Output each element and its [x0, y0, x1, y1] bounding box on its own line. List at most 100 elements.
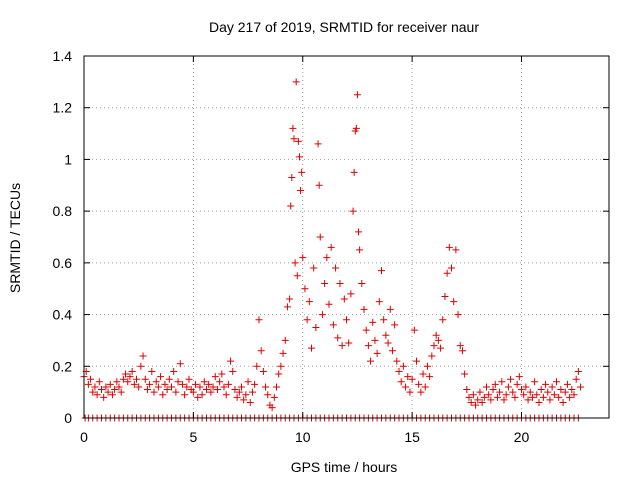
data-point [478, 398, 486, 406]
data-point [231, 386, 239, 394]
data-point [577, 383, 585, 391]
data-point [518, 386, 525, 394]
data-point [336, 280, 344, 288]
data-point [168, 383, 175, 391]
data-point [413, 357, 420, 365]
data-point [135, 383, 143, 391]
data-point [299, 254, 307, 262]
data-point [165, 375, 173, 383]
data-point [91, 383, 99, 391]
data-point [325, 300, 333, 308]
data-point [246, 398, 254, 406]
data-point [288, 174, 296, 182]
data-point [244, 378, 252, 386]
data-point [286, 295, 294, 303]
data-point [524, 396, 532, 404]
data-point [559, 398, 567, 406]
data-point [268, 404, 276, 412]
data-point [270, 393, 278, 401]
data-point [172, 388, 180, 396]
data-point [485, 391, 493, 399]
data-point [143, 386, 151, 394]
y-tick-label: 1.4 [53, 48, 73, 64]
data-point [570, 391, 578, 399]
data-point [189, 388, 197, 396]
data-point [553, 378, 560, 386]
data-point [483, 383, 490, 391]
data-point [439, 316, 447, 324]
data-point [139, 352, 147, 360]
data-point [104, 388, 112, 396]
data-point [323, 254, 331, 262]
data-point [566, 393, 574, 401]
data-point [465, 393, 473, 401]
data-point [224, 380, 232, 388]
data-point [546, 396, 554, 404]
data-point [360, 305, 368, 313]
data-point [367, 357, 375, 365]
data-point [498, 378, 506, 386]
data-point [152, 378, 160, 386]
data-point [391, 321, 399, 329]
data-point [157, 373, 165, 381]
data-point [461, 370, 469, 378]
data-point [557, 386, 565, 394]
data-point [318, 311, 326, 319]
data-point [312, 324, 320, 331]
data-point [102, 383, 110, 391]
data-point [539, 393, 547, 401]
data-point [515, 373, 523, 381]
data-point [95, 378, 103, 386]
data-point [287, 202, 295, 210]
data-point [253, 362, 261, 370]
data-point [454, 311, 462, 319]
data-point [93, 391, 101, 399]
data-point [257, 347, 265, 355]
data-point [305, 298, 313, 306]
data-point [229, 367, 237, 375]
data-point [146, 380, 154, 388]
data-point [432, 331, 440, 339]
y-axis-label: SRMTID / TECUs [7, 183, 23, 293]
data-point [393, 357, 401, 365]
data-point [378, 267, 385, 275]
data-point [572, 375, 580, 383]
data-point [108, 391, 116, 399]
data-point [472, 401, 480, 409]
y-tick-labels: 0 0.2 0.4 0.6 0.8 1 1.2 1.4 [53, 48, 73, 426]
data-point [329, 321, 337, 329]
data-point [181, 391, 189, 399]
data-point [289, 124, 297, 132]
data-point [500, 396, 508, 404]
data-point [154, 383, 162, 391]
data-point [406, 388, 414, 396]
y-tick-label: 0.8 [53, 203, 73, 219]
data-point [262, 383, 270, 391]
data-point [428, 352, 436, 360]
data-point [456, 342, 464, 350]
data-point [533, 391, 541, 399]
data-point [373, 349, 381, 357]
data-point [476, 388, 484, 396]
x-tick-labels: 0 5 10 15 20 [80, 429, 529, 445]
data-point [310, 264, 318, 272]
data-point [100, 393, 108, 401]
data-point [380, 316, 388, 324]
data-point [248, 388, 256, 396]
data-point [106, 380, 114, 388]
data-point [238, 383, 245, 391]
data-point [196, 383, 204, 391]
data-point [213, 386, 221, 394]
data-point [292, 78, 300, 86]
data-point [469, 391, 477, 399]
data-point [290, 135, 298, 143]
data-point [487, 396, 495, 404]
y-tick-label: 0.2 [53, 358, 73, 374]
data-point [544, 388, 552, 396]
data-point [203, 386, 210, 394]
data-point [388, 347, 396, 355]
data-point [417, 388, 425, 396]
y-tick-label: 0.4 [53, 307, 73, 323]
data-point [216, 378, 224, 386]
